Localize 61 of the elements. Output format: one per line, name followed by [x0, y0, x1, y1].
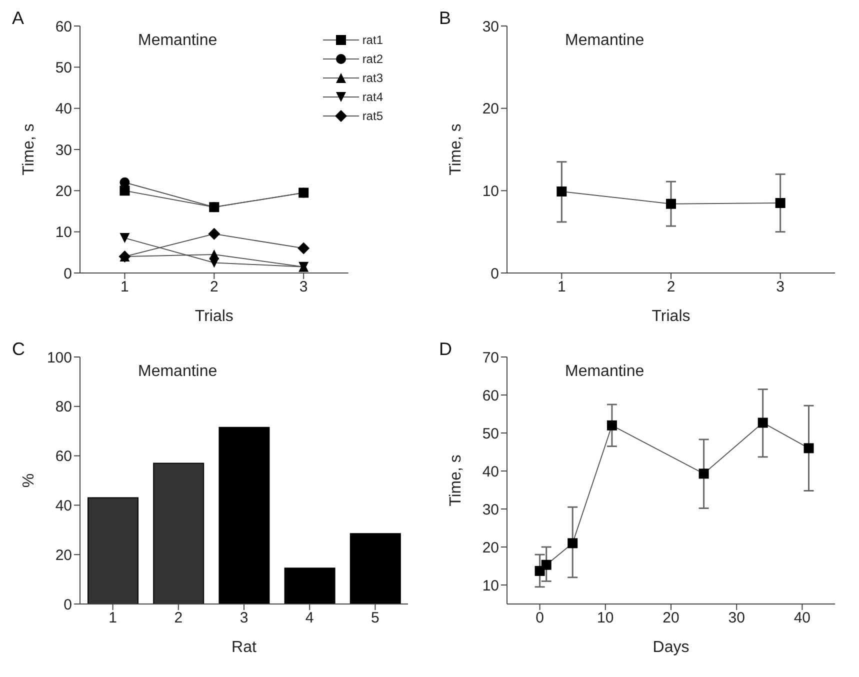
x-tick-label: 3 — [240, 610, 248, 627]
y-tick-label: 20 — [482, 539, 499, 556]
y-tick-label: 30 — [482, 18, 499, 36]
x-tick-label: 3 — [776, 278, 785, 296]
chart-title: B — [439, 8, 452, 29]
y-tick-label: 30 — [55, 142, 72, 159]
legend-label: rat3 — [362, 70, 383, 84]
y-tick-label: 20 — [482, 100, 499, 118]
legend-label: rat4 — [362, 90, 383, 104]
y-axis-title: Time, s — [448, 454, 465, 506]
y-tick-label: 10 — [482, 182, 499, 200]
y-axis-title: % — [20, 473, 38, 488]
y-tick-label: 50 — [482, 425, 499, 442]
x-tick-label: 3 — [299, 278, 308, 296]
y-tick-label: 50 — [55, 59, 72, 76]
y-tick-label: 70 — [482, 349, 499, 366]
y-tick-label: 60 — [482, 387, 499, 404]
chart-title: A — [12, 8, 24, 29]
y-tick-label: 80 — [55, 398, 72, 416]
y-tick-label: 20 — [55, 546, 72, 564]
y-tick-label: 40 — [482, 463, 499, 480]
x-tick-label: 2 — [666, 278, 676, 296]
y-tick-label: 10 — [55, 224, 72, 242]
x-tick-label: 0 — [536, 610, 544, 627]
x-axis-title: Trials — [194, 308, 234, 325]
annotation: Memantine — [138, 363, 218, 381]
annotation: Memantine — [565, 32, 644, 50]
x-tick-label: 2 — [210, 278, 218, 296]
y-axis-title: Time, s — [448, 124, 465, 176]
y-tick-label: 20 — [55, 182, 72, 200]
x-tick-label: 5 — [371, 610, 380, 627]
x-tick-label: 1 — [557, 278, 566, 296]
x-axis-title: Trials — [652, 308, 690, 325]
x-tick-label: 1 — [120, 278, 129, 296]
x-tick-label: 1 — [108, 610, 117, 627]
x-tick-label: 4 — [305, 610, 314, 627]
x-axis-title: Rat — [232, 639, 257, 656]
chart-title: D — [439, 339, 452, 360]
y-tick-label: 40 — [55, 100, 72, 118]
y-axis-title: Time, s — [20, 124, 38, 176]
x-tick-label: 20 — [662, 610, 680, 627]
y-tick-label: 60 — [55, 448, 72, 466]
y-tick-label: 10 — [482, 577, 499, 594]
chart-title: C — [12, 339, 25, 360]
y-tick-label: 100 — [46, 349, 72, 366]
y-tick-label: 60 — [55, 18, 72, 36]
legend-label: rat5 — [362, 108, 383, 122]
legend-label: rat2 — [362, 52, 383, 66]
y-tick-label: 30 — [482, 501, 499, 518]
legend-label: rat1 — [362, 32, 383, 46]
y-tick-label: 40 — [55, 498, 72, 515]
y-tick-label: 0 — [490, 265, 499, 282]
annotation: Memantine — [565, 363, 644, 381]
x-tick-label: 30 — [728, 610, 745, 627]
y-tick-label: 0 — [64, 265, 72, 282]
y-tick-label: 0 — [64, 596, 72, 614]
x-tick-label: 40 — [794, 610, 811, 627]
x-tick-label: 10 — [597, 610, 614, 627]
x-axis-title: Days — [652, 639, 690, 656]
x-tick-label: 2 — [174, 610, 183, 627]
annotation: Memantine — [138, 32, 218, 50]
